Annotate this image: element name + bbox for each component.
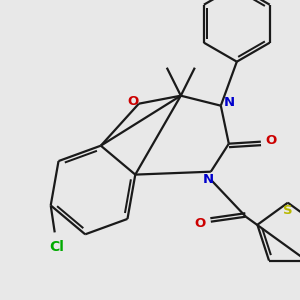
Text: Cl: Cl [49, 240, 64, 254]
Text: O: O [127, 95, 138, 108]
Text: N: N [223, 96, 234, 109]
Text: N: N [202, 173, 213, 186]
Text: S: S [283, 204, 292, 217]
Text: O: O [265, 134, 276, 147]
Text: O: O [194, 217, 206, 230]
